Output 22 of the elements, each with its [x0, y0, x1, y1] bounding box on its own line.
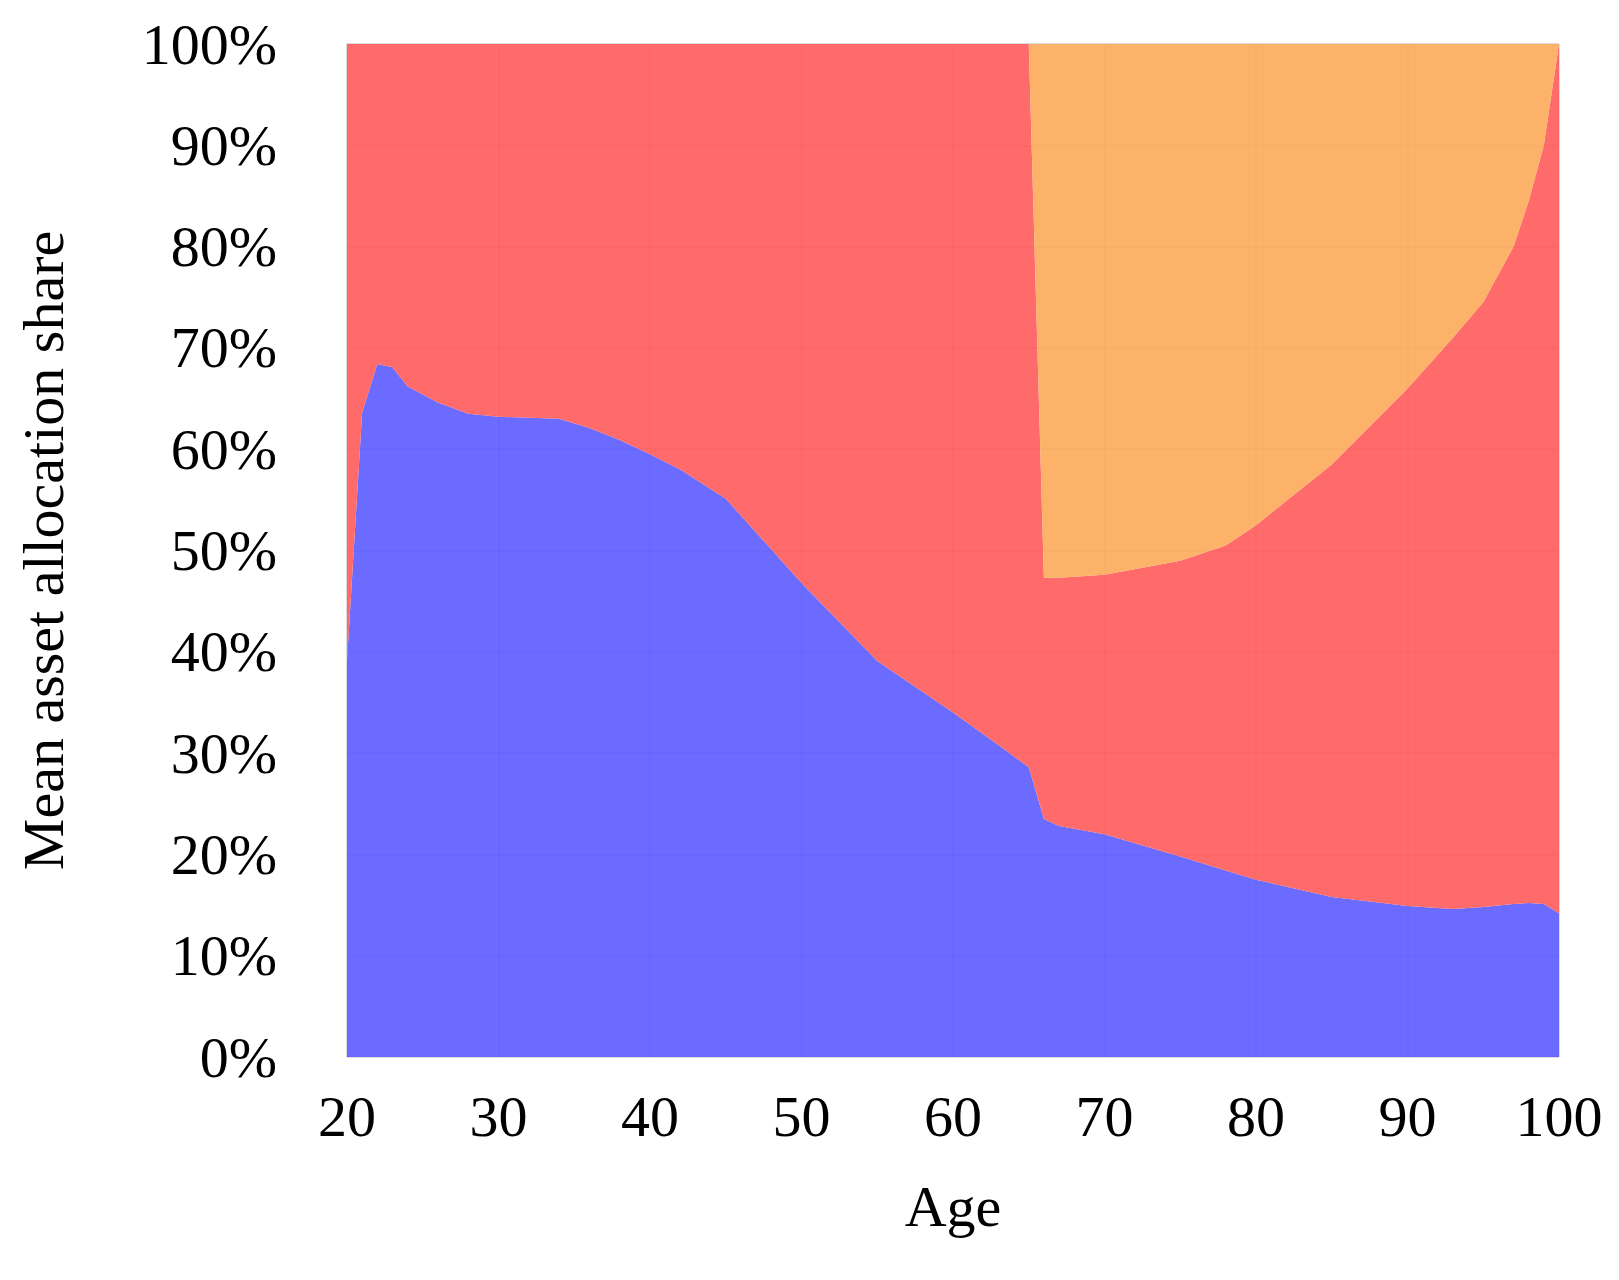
y-axis-title: Mean asset allocation share: [10, 230, 76, 871]
x-tick-label: 100: [1515, 1083, 1603, 1149]
y-tick-label: 20%: [170, 821, 277, 887]
y-tick-label: 40%: [170, 619, 277, 685]
y-tick-label: 50%: [170, 518, 277, 583]
y-tick-label: 30%: [170, 720, 277, 786]
y-tick-label: 100%: [141, 11, 277, 77]
y-tick-label: 10%: [170, 923, 277, 989]
x-tick-label: 50: [772, 1083, 831, 1149]
y-tick-label: 60%: [170, 416, 277, 482]
y-tick-label: 80%: [170, 214, 277, 280]
x-tick-label: 90: [1378, 1083, 1437, 1149]
x-tick-label: 60: [924, 1083, 982, 1149]
x-tick-label: 30: [469, 1083, 528, 1149]
y-tick-label: 90%: [170, 112, 277, 178]
x-tick-label: 80: [1227, 1083, 1285, 1149]
x-tick-label: 20: [318, 1083, 376, 1149]
x-tick-label: 70: [1075, 1083, 1134, 1149]
y-tick-label: 0%: [199, 1024, 277, 1090]
x-axis-title: Age: [904, 1173, 1002, 1239]
x-tick-label: 40: [621, 1083, 679, 1149]
y-tick-label: 70%: [170, 315, 277, 381]
